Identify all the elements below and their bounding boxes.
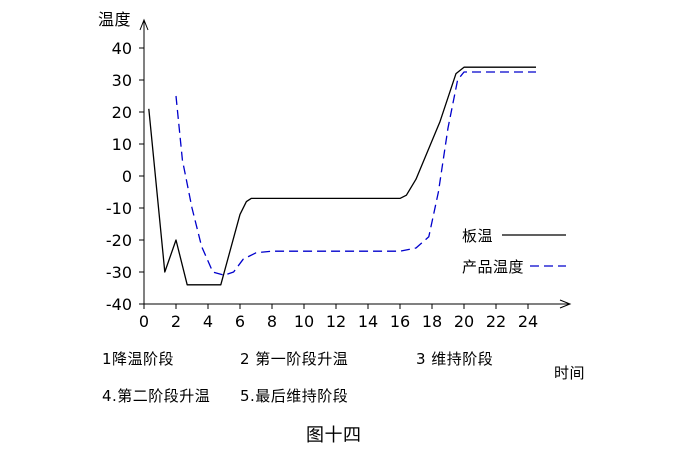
x-tick-label: 18 bbox=[422, 312, 442, 331]
x-tick-label: 0 bbox=[139, 312, 149, 331]
y-tick-label: -10 bbox=[106, 199, 132, 218]
legend-label-board-temp: 板温 bbox=[462, 227, 494, 245]
stage-note-2: 2 第一阶段升温 bbox=[240, 350, 349, 368]
legend-label-product-temp: 产品温度 bbox=[462, 258, 525, 276]
y-axis-label: 温度 bbox=[98, 10, 132, 29]
x-tick-label: 4 bbox=[203, 312, 213, 331]
x-axis-label: 时间 bbox=[554, 364, 586, 382]
y-tick-label: 20 bbox=[112, 103, 132, 122]
x-tick-label: 2 bbox=[171, 312, 181, 331]
series-line-board-temp bbox=[148, 66, 536, 286]
y-tick-label: 30 bbox=[112, 71, 132, 90]
y-tick-label: 0 bbox=[122, 167, 132, 186]
stage-note-1: 1降温阶段 bbox=[102, 350, 175, 368]
x-tick-label: 22 bbox=[486, 312, 506, 331]
figure-caption: 图十四 bbox=[306, 425, 362, 446]
x-tick-label: 8 bbox=[267, 312, 277, 331]
y-tick-label: -30 bbox=[106, 263, 132, 282]
x-tick-label: 16 bbox=[390, 312, 410, 331]
x-tick-label: 24 bbox=[518, 312, 538, 331]
series-layer bbox=[148, 66, 536, 286]
x-tick-label: 12 bbox=[326, 312, 346, 331]
y-tick-label: -40 bbox=[106, 295, 132, 314]
stage-note-5: 5.最后维持阶段 bbox=[240, 387, 349, 405]
legend bbox=[502, 234, 566, 267]
stage-note-4: 4.第二阶段升温 bbox=[102, 387, 211, 405]
x-tick-label: 6 bbox=[235, 312, 245, 331]
y-tick-label: 10 bbox=[112, 135, 132, 154]
x-tick-label: 10 bbox=[294, 312, 314, 331]
x-tick-label: 14 bbox=[358, 312, 378, 331]
stage-note-3: 3 维持阶段 bbox=[416, 350, 494, 368]
x-axis-arrow bbox=[559, 299, 572, 309]
y-tick-label: -20 bbox=[106, 231, 132, 250]
series-line-product-temp bbox=[175, 71, 536, 276]
y-axis-arrow bbox=[139, 18, 149, 31]
x-tick-label: 20 bbox=[454, 312, 474, 331]
y-tick-label: 40 bbox=[112, 39, 132, 58]
